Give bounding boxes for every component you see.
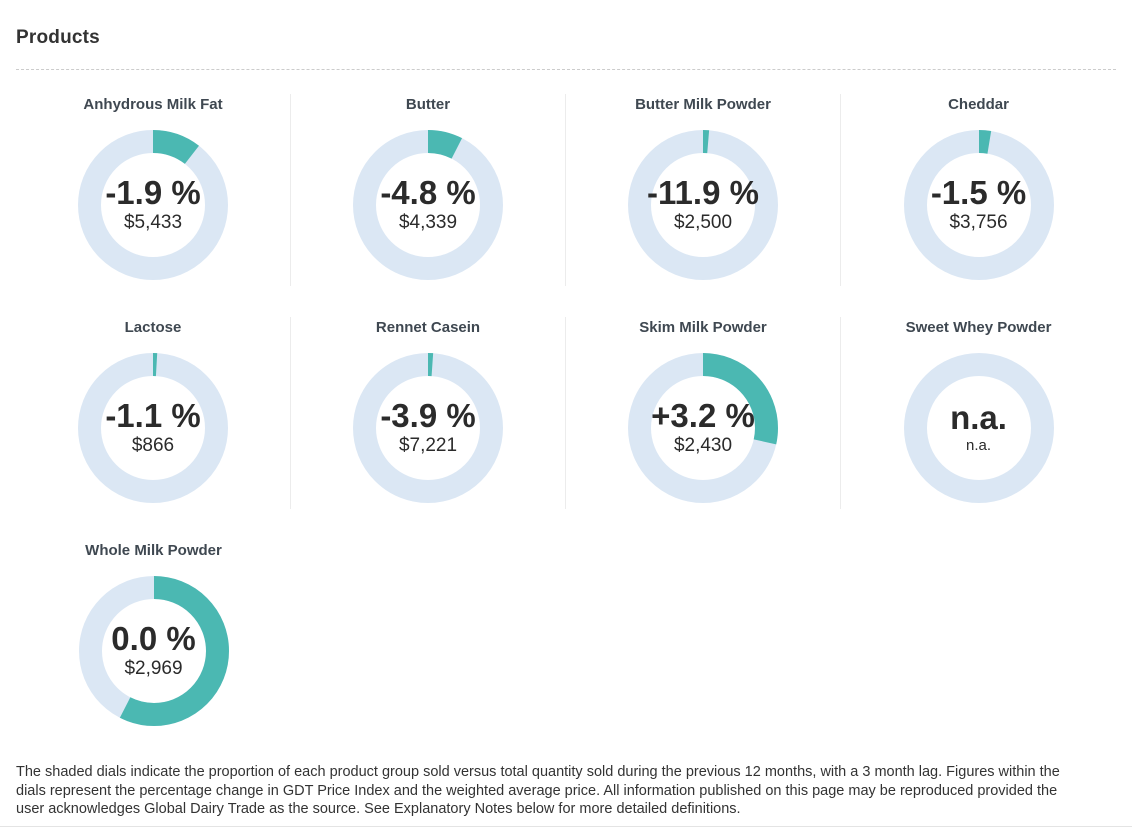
- dial-chart: [78, 353, 228, 503]
- dial-price: $5,433: [123, 212, 183, 234]
- dial-price: $3,756: [949, 212, 1008, 234]
- dial-chart: [78, 130, 228, 280]
- product-dial: n.a. n.a.: [903, 353, 1054, 503]
- dial-center: 0.0 % $2,969: [79, 576, 229, 726]
- product-dial: +3.2 % $2,430: [628, 353, 778, 503]
- dial-center: -1.5 % $3,756: [904, 130, 1054, 280]
- dial-chart: [903, 353, 1054, 503]
- dial-price: $4,339: [398, 212, 458, 234]
- dial-center: -3.9 % $7,221: [353, 353, 503, 503]
- product-dial: -3.9 % $7,221: [353, 353, 503, 503]
- dial-percent: n.a.: [950, 399, 1007, 437]
- dial-arc: [903, 130, 1054, 280]
- dial-percent: -1.5 %: [930, 174, 1027, 212]
- product-cell: Cheddar -1.5 % $3,756: [841, 94, 1116, 286]
- product-label: Anhydrous Milk Fat: [83, 96, 223, 113]
- product-dial: -11.9 % $2,500: [628, 130, 778, 280]
- dial-chart: [78, 576, 229, 726]
- dial-price: $7,221: [398, 435, 458, 457]
- product-cell: Skim Milk Powder +3.2 % $2,430: [566, 317, 841, 509]
- product-cell: Sweet Whey Powder n.a. n.a.: [841, 317, 1116, 509]
- product-dial: -1.9 % $5,433: [78, 130, 228, 280]
- dial-center: -11.9 % $2,500: [628, 130, 778, 280]
- product-dial: -1.1 % $866: [78, 353, 228, 503]
- dial-chart: [353, 130, 503, 280]
- dial-arc: [353, 130, 503, 280]
- product-dial: 0.0 % $2,969: [78, 576, 229, 726]
- product-cell: Lactose -1.1 % $866: [16, 317, 291, 509]
- dial-center: -1.1 % $866: [78, 353, 228, 503]
- product-label: Skim Milk Powder: [639, 319, 767, 336]
- dial-percent: -1.1 %: [105, 397, 201, 435]
- dial-arc: [628, 353, 778, 503]
- product-cell: Butter Milk Powder -11.9 % $2,500: [566, 94, 841, 286]
- page-title: Products: [16, 27, 100, 48]
- dial-price: n.a.: [965, 437, 992, 455]
- dial-percent: 0.0 %: [111, 620, 196, 658]
- dial-center: -1.9 % $5,433: [78, 130, 228, 280]
- product-dial: -4.8 % $4,339: [353, 130, 503, 280]
- dial-percent: -3.9 %: [380, 397, 476, 435]
- product-cell: Whole Milk Powder 0.0 % $2,969: [16, 540, 291, 732]
- product-label: Sweet Whey Powder: [905, 319, 1052, 336]
- product-label: Rennet Casein: [375, 319, 481, 336]
- product-label: Whole Milk Powder: [85, 542, 222, 559]
- product-cell: Anhydrous Milk Fat -1.9 % $5,433: [16, 94, 291, 286]
- footer-note: The shaded dials indicate the proportion…: [16, 764, 1060, 817]
- dial-percent: +3.2 %: [651, 397, 755, 435]
- dial-center: n.a. n.a.: [904, 353, 1054, 503]
- products-grid: Anhydrous Milk Fat -1.9 % $5,433 Butter …: [16, 94, 1116, 763]
- dial-chart: [628, 353, 778, 503]
- product-cell: Butter -4.8 % $4,339: [291, 94, 566, 286]
- dial-center: +3.2 % $2,430: [628, 353, 778, 503]
- dial-percent: -11.9 %: [647, 174, 759, 212]
- dashed-divider: [16, 69, 1116, 70]
- dial-price: $2,969: [124, 658, 183, 680]
- dial-center: -4.8 % $4,339: [353, 130, 503, 280]
- dial-arc: [78, 576, 229, 726]
- dial-price: $2,500: [673, 212, 733, 234]
- dial-chart: [903, 130, 1054, 280]
- dial-percent: -1.9 %: [105, 174, 201, 212]
- dial-percent: -4.8 %: [380, 174, 476, 212]
- dial-chart: [353, 353, 503, 503]
- dial-price: $2,430: [673, 435, 733, 457]
- product-label: Butter Milk Powder: [635, 96, 771, 113]
- product-dial: -1.5 % $3,756: [903, 130, 1054, 280]
- dial-arc: [78, 130, 228, 280]
- product-cell: Rennet Casein -3.9 % $7,221: [291, 317, 566, 509]
- product-label: Butter: [405, 96, 451, 113]
- dial-track: [903, 353, 1054, 503]
- bottom-divider: [0, 825, 1132, 827]
- dial-chart: [628, 130, 778, 280]
- dial-arc: [628, 130, 778, 280]
- product-label: Cheddar: [948, 96, 1009, 113]
- dial-price: $866: [131, 435, 175, 457]
- product-label: Lactose: [124, 319, 182, 336]
- dial-arc: [78, 353, 228, 503]
- dial-arc: [353, 353, 503, 503]
